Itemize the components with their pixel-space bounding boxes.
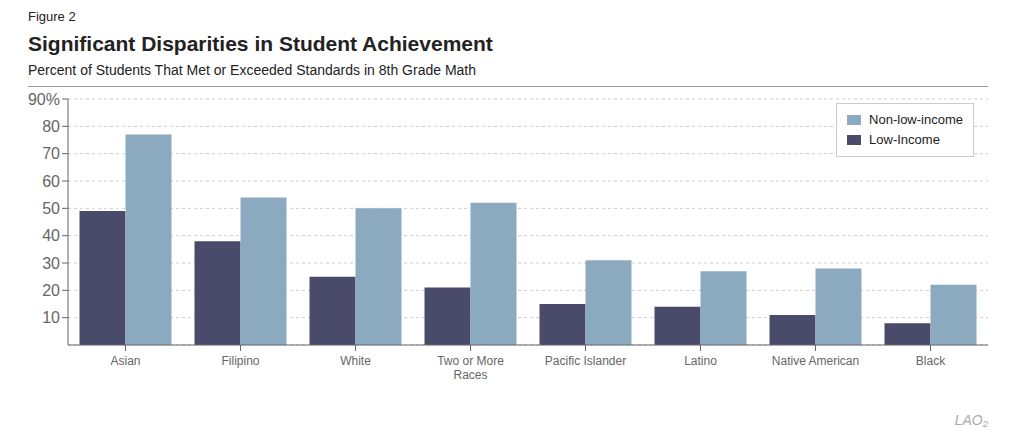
- svg-text:40: 40: [42, 227, 60, 244]
- svg-text:30: 30: [42, 255, 60, 272]
- svg-text:80: 80: [42, 118, 60, 135]
- svg-text:Native American: Native American: [772, 354, 859, 368]
- svg-text:Filipino: Filipino: [221, 354, 259, 368]
- svg-text:20: 20: [42, 282, 60, 299]
- svg-text:Latino: Latino: [684, 354, 717, 368]
- svg-text:60: 60: [42, 173, 60, 190]
- svg-text:90%: 90%: [28, 91, 60, 108]
- svg-text:10: 10: [42, 309, 60, 326]
- svg-text:50: 50: [42, 200, 60, 217]
- html-text:Low-Income: Low-Income: [869, 132, 940, 147]
- html-text:Figure 2: Figure 2: [28, 9, 76, 24]
- svg-text:Black: Black: [916, 354, 946, 368]
- svg-text:Asian: Asian: [110, 354, 140, 368]
- svg-text:Pacific Islander: Pacific Islander: [545, 354, 626, 368]
- html-text:Significant Disparities in Stu: Significant Disparities in Student Achie…: [28, 32, 493, 55]
- svg-text:White: White: [340, 354, 371, 368]
- html-text:Non-low-income: Non-low-income: [869, 112, 963, 127]
- svg-text:Two or MoreRaces: Two or MoreRaces: [437, 354, 504, 382]
- html-text:LAO₂: LAO₂: [954, 412, 988, 428]
- svg-text:70: 70: [42, 145, 60, 162]
- html-text:Percent of Students That Met o: Percent of Students That Met or Exceeded…: [28, 62, 476, 78]
